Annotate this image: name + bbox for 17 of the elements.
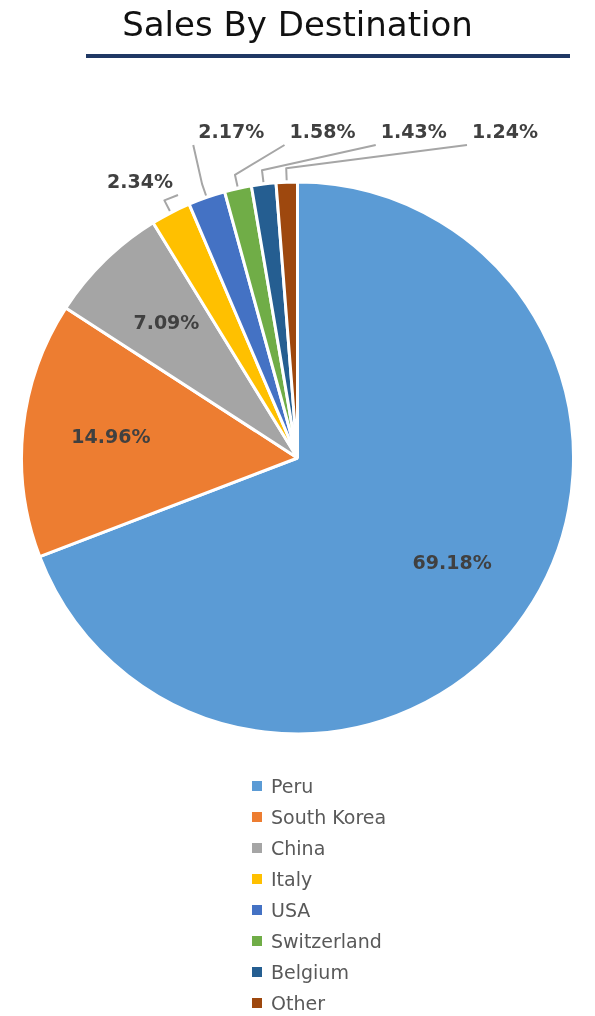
legend-label: USA <box>271 898 311 921</box>
legend-label: Switzerland <box>271 929 382 952</box>
data-label: 1.58% <box>289 119 356 142</box>
chart-title: Sales By Destination <box>121 4 474 44</box>
data-label: 2.34% <box>107 169 173 192</box>
legend-label: Italy <box>271 867 313 890</box>
data-label: 69.18% <box>412 551 492 574</box>
legend-label: China <box>271 836 326 859</box>
data-label: 2.17% <box>198 119 265 142</box>
data-label: 14.96% <box>71 425 151 448</box>
legend-label: Peru <box>271 774 314 797</box>
legend-label: Belgium <box>271 960 349 983</box>
data-label: 1.43% <box>380 119 447 142</box>
data-label: 1.24% <box>472 119 538 142</box>
data-label: 7.09% <box>133 310 200 333</box>
legend-label: South Korea <box>271 805 387 828</box>
legend-label: Other <box>271 991 325 1014</box>
